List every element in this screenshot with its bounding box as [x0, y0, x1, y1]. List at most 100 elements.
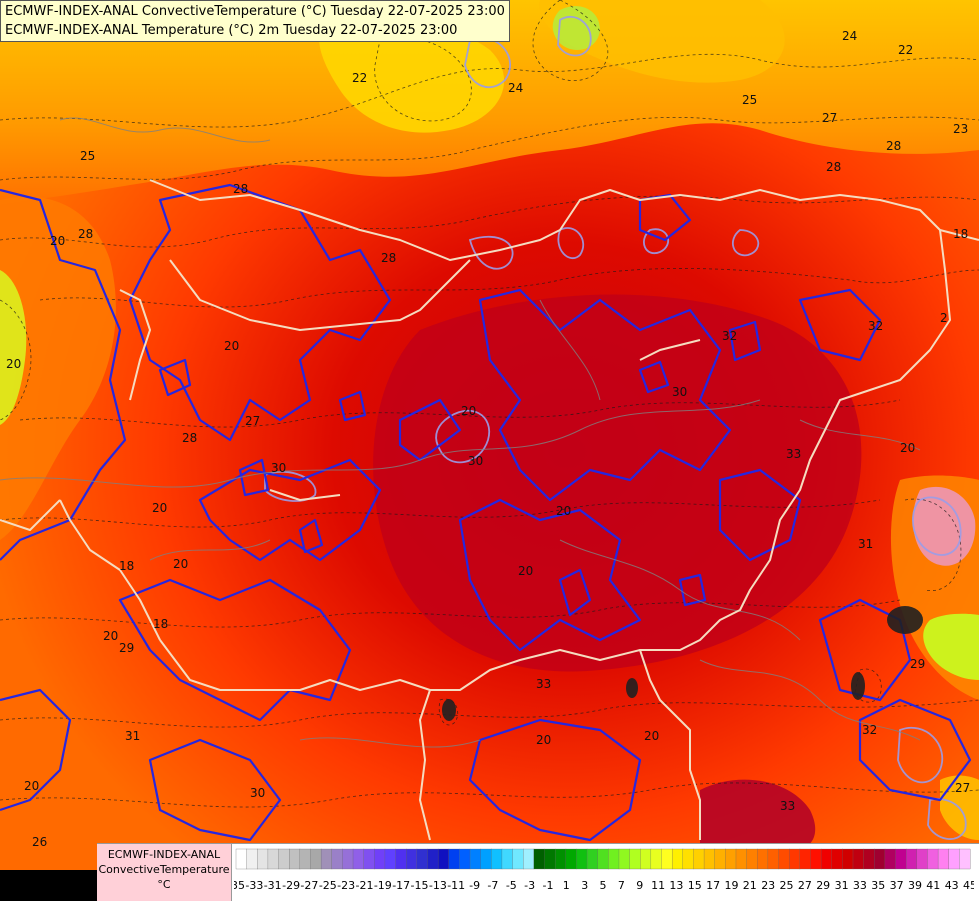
- legend-swatch: [682, 848, 694, 870]
- contour-label: 33: [536, 677, 551, 691]
- legend-swatch: [501, 848, 514, 870]
- legend-swatch: [267, 848, 279, 870]
- legend-tick-label: 3: [581, 879, 588, 892]
- contour-label: 33: [786, 447, 801, 461]
- legend-tick-label: -13: [429, 879, 447, 892]
- legend-tick-label: 17: [706, 879, 720, 892]
- legend-swatch: [352, 848, 365, 870]
- legend-tick-label: -7: [487, 879, 498, 892]
- legend-swatch: [512, 848, 524, 870]
- legend-swatch: [395, 848, 407, 870]
- legend-swatch: [629, 848, 641, 870]
- legend-swatch: [937, 848, 950, 870]
- contour-label: 20: [900, 441, 915, 455]
- contour-label: 23: [953, 122, 968, 136]
- legend-tick-label: 15: [688, 879, 702, 892]
- contour-label: 20: [103, 629, 118, 643]
- contour-label: 28: [78, 227, 93, 241]
- contour-label: 31: [858, 537, 873, 551]
- legend-tick-label: 11: [651, 879, 665, 892]
- legend-tick-label: -1: [543, 879, 554, 892]
- legend-tick-label: 25: [780, 879, 794, 892]
- contour-label: 18: [119, 559, 134, 573]
- contour-label: 24: [842, 29, 857, 43]
- legend-tick-label: 39: [908, 879, 922, 892]
- legend-swatch: [916, 848, 928, 870]
- legend-tick-label: 13: [669, 879, 683, 892]
- grey-lines: [0, 117, 921, 748]
- legend-colorbar: -35-33-31-29-27-25-23-21-19-17-15-13-11-…: [234, 848, 974, 892]
- legend-tick-label: -33: [245, 879, 263, 892]
- legend-swatch: [820, 848, 833, 870]
- blue-contours: [0, 183, 972, 842]
- legend-swatch: [480, 848, 492, 870]
- legend-tick-label: -19: [374, 879, 392, 892]
- legend-tick-label: 35: [871, 879, 885, 892]
- legend-swatch: [299, 848, 311, 870]
- contour-label: 18: [153, 617, 168, 631]
- field-west-orange: [0, 196, 116, 540]
- contour-label: 30: [250, 786, 265, 800]
- legend-tick-label: -11: [447, 879, 465, 892]
- title-line-2: ECMWF-INDEX-ANAL Temperature (°C) 2m Tue…: [5, 23, 458, 38]
- contour-label: 20: [50, 234, 65, 248]
- contour-label: 32: [868, 319, 883, 333]
- legend-swatch: [831, 848, 843, 870]
- legend-tick-label: -21: [356, 879, 374, 892]
- legend-swatch: [320, 848, 333, 870]
- legend-swatch: [735, 848, 748, 870]
- legend-tick-label: -9: [469, 879, 480, 892]
- legend-swatch: [554, 848, 567, 870]
- legend-swatch: [810, 848, 822, 870]
- legend-tick-label: 33: [853, 879, 867, 892]
- legend-tick-label: 41: [926, 879, 940, 892]
- contour-label: 22: [898, 43, 913, 57]
- legend-swatch: [767, 848, 779, 870]
- legend-swatch: [310, 848, 322, 870]
- contour-label: 25: [80, 149, 95, 163]
- legend-swatch: [703, 848, 716, 870]
- contour-label: 32: [862, 723, 877, 737]
- legend-swatch: [863, 848, 875, 870]
- field-ne-yellow: [539, 0, 785, 83]
- legend-swatch: [384, 848, 397, 870]
- legend-swatch: [852, 848, 865, 870]
- contour-label: 29: [119, 641, 134, 655]
- legend-swatch: [278, 848, 290, 870]
- contour-label: 27: [955, 781, 970, 795]
- contour-label: 27: [245, 414, 260, 428]
- legend-swatch: [906, 848, 918, 870]
- legend-model: ECMWF-INDEX-ANAL: [107, 848, 221, 861]
- legend-swatch: [725, 848, 737, 870]
- contour-label: 20: [518, 564, 533, 578]
- field-darkred-core: [373, 294, 862, 672]
- contour-label: 27: [822, 111, 837, 125]
- contour-label: 30: [271, 461, 286, 475]
- legend-tick-label: 5: [600, 879, 607, 892]
- legend-tick-label: 9: [636, 879, 643, 892]
- color-legend: ECMWF-INDEX-ANAL ConvectiveTemperature °…: [97, 843, 979, 901]
- contour-labels: 22 24 24 22 25 27 23 28 28 25 28 28 20 28 32 20 27 28 30 30…: [6, 29, 970, 849]
- legend-swatch: [427, 848, 439, 870]
- legend-swatch: [448, 848, 460, 870]
- legend-swatch: [799, 848, 811, 870]
- field-darkred-south: [700, 779, 816, 850]
- contour-label: 26: [32, 835, 47, 849]
- legend-swatch: [842, 848, 854, 870]
- contour-label: 20: [536, 733, 551, 747]
- legend-swatch: [576, 848, 588, 870]
- legend-unit: °C: [157, 878, 171, 891]
- dense-contour-patches: [442, 606, 923, 721]
- legend-swatch: [416, 848, 428, 870]
- legend-tick-label: -3: [524, 879, 535, 892]
- contour-label: 28: [182, 431, 197, 445]
- contour-label: 33: [780, 799, 795, 813]
- legend-swatch: [746, 848, 758, 870]
- legend-tick-label: 7: [618, 879, 625, 892]
- legend-swatch: [671, 848, 684, 870]
- legend-swatch: [331, 848, 343, 870]
- legend-tick-label: 45: [963, 879, 974, 892]
- legend-swatch: [959, 848, 971, 870]
- contour-label: 22: [352, 71, 367, 85]
- contour-label: 20: [24, 779, 39, 793]
